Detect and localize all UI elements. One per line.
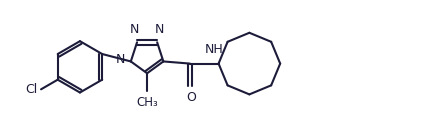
Text: O: O (186, 91, 196, 104)
Text: N: N (130, 23, 140, 36)
Text: CH₃: CH₃ (136, 96, 158, 108)
Text: N: N (155, 23, 164, 36)
Text: NH: NH (205, 43, 224, 56)
Text: Cl: Cl (25, 83, 38, 96)
Text: N: N (116, 53, 125, 66)
